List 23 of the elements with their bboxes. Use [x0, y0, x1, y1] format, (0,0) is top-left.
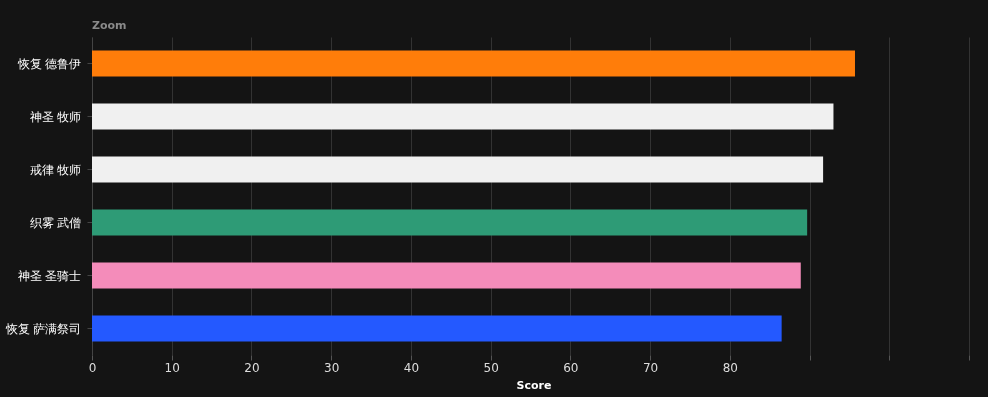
bar — [92, 103, 834, 130]
y-tick-label: 恢复 德鲁伊 — [16, 56, 82, 71]
bar — [92, 209, 808, 236]
y-tick-label: 神圣 圣骑士 — [17, 268, 82, 283]
y-tick-label: 织雾 武僧 — [29, 215, 82, 230]
bar — [92, 315, 782, 342]
bar — [92, 50, 855, 77]
x-tick-label: 0 — [88, 360, 97, 375]
x-tick-label: 30 — [324, 360, 340, 375]
x-axis-title: Score — [516, 378, 552, 392]
bar — [92, 156, 824, 183]
x-tick-label: 60 — [563, 360, 579, 375]
bar — [92, 262, 801, 289]
x-tick-label: 40 — [403, 360, 420, 375]
y-tick-label: 戒律 牧师 — [29, 162, 82, 177]
x-tick-label: 70 — [642, 360, 659, 375]
x-tick-label: 20 — [244, 360, 260, 375]
x-tick-label: 50 — [483, 360, 499, 375]
y-tick-label: 恢复 萨满祭司 — [4, 321, 82, 336]
x-tick-label: 80 — [722, 360, 738, 375]
y-tick-label: 神圣 牧师 — [29, 109, 82, 124]
text: Zoom — [92, 19, 127, 32]
x-tick-label: 10 — [164, 360, 180, 375]
